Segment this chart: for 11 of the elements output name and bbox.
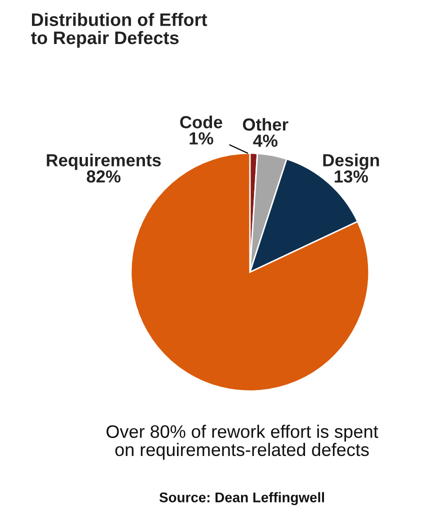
slice-label: Design (323, 154, 379, 170)
source-note: Source: Dean Leffingwell (159, 492, 324, 506)
slice-label: Code (180, 116, 222, 128)
data-label: 4% (253, 134, 278, 147)
slice-label: Requirements (46, 154, 161, 170)
chart-title: Distribution of Effort to Repair Defects (31, 12, 208, 48)
text: Over 80% of rework effort is spent on requirements-related defects (106, 424, 378, 460)
data-label: 13% (334, 170, 368, 183)
slice-label: Other (242, 118, 288, 131)
data-label: 1% (190, 132, 214, 144)
data-label: 82% (86, 170, 121, 183)
